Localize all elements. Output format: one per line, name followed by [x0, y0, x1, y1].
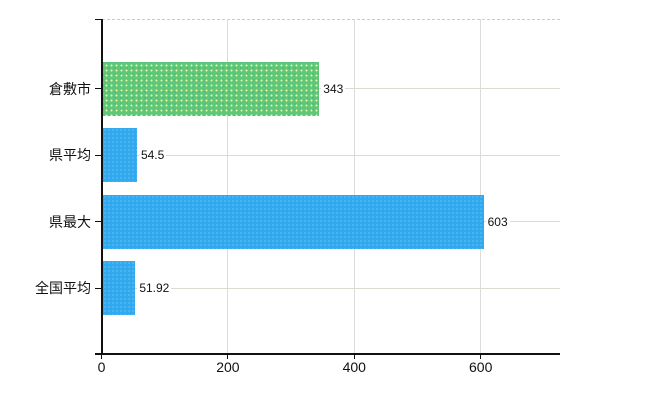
y-axis	[101, 18, 103, 355]
category-label: 県平均	[49, 147, 91, 163]
bar	[102, 194, 484, 249]
category-label: 倉敷市	[49, 80, 91, 97]
vertical-gridline	[353, 19, 355, 353]
bar	[102, 128, 137, 182]
x-tick-mark	[480, 355, 482, 359]
vertical-gridline	[480, 19, 482, 353]
bar	[102, 61, 320, 116]
bar-value-label: 343	[321, 81, 346, 96]
bar-value-label: 603	[485, 214, 510, 229]
category-label: 県最大	[49, 213, 91, 230]
x-axis	[95, 353, 560, 355]
bar-value-label: 51.92	[137, 281, 172, 295]
bar-value-label: 54.5	[138, 148, 167, 162]
x-tick-label: 200	[216, 359, 240, 375]
bar	[102, 261, 136, 315]
y-tick-mark	[95, 88, 102, 89]
y-tick-mark	[95, 154, 102, 156]
x-tick-label: 400	[342, 359, 366, 375]
y-tick-mark	[95, 221, 102, 222]
x-tick-mark	[227, 355, 229, 359]
x-tick-mark	[101, 355, 102, 359]
vertical-gridline	[227, 19, 229, 353]
y-tick-mark	[95, 18, 102, 20]
horizontal-gridline	[102, 154, 560, 156]
x-tick-label: 0	[97, 359, 106, 375]
x-tick-label: 600	[469, 359, 493, 375]
x-tick-mark	[353, 355, 355, 359]
y-tick-mark	[95, 287, 102, 289]
category-label: 全国平均	[35, 280, 91, 296]
top-boundary-gridline	[101, 18, 560, 20]
horizontal-gridline	[102, 287, 560, 289]
